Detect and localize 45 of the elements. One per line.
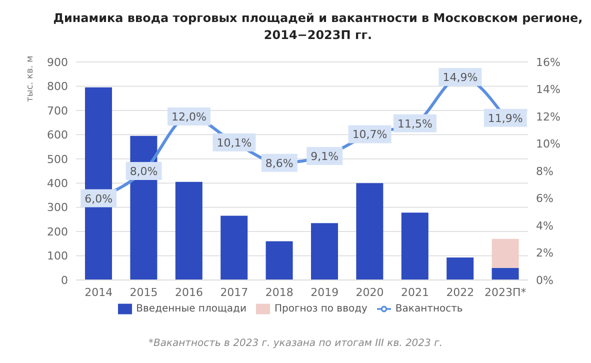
- x-tick-label: 2016: [175, 286, 203, 299]
- bar: [446, 257, 474, 280]
- bar: [266, 241, 293, 280]
- legend-label: Введенные площади: [136, 304, 246, 315]
- y-tick-label: 300: [47, 201, 68, 214]
- y2-tick-label: 14%: [536, 83, 560, 96]
- y2-tick-label: 12%: [536, 110, 560, 124]
- y-tick-label: 0: [61, 274, 68, 287]
- y-tick-label: 100: [47, 250, 68, 263]
- x-tick-label: 2023П*: [484, 286, 527, 299]
- y2-tick-label: 8%: [536, 164, 554, 178]
- y-tick-label: 800: [47, 80, 68, 94]
- y2-tick-label: 2%: [536, 246, 554, 260]
- text: *Вакантность в 2023 г. указана по итогам III кв. 2023 г.: [147, 338, 444, 349]
- bar: [175, 182, 202, 280]
- y2-tick-label: 0%: [536, 274, 554, 287]
- y2-tick-label: 6%: [536, 192, 554, 206]
- bar: [220, 216, 248, 280]
- legend-label: Прогноз по вводу: [274, 304, 368, 315]
- bar: [85, 87, 112, 280]
- bar: [401, 212, 428, 280]
- x-tick-label: 2020: [356, 286, 384, 299]
- bar: [311, 223, 338, 280]
- y-tick-label: 400: [47, 177, 68, 190]
- chart-title: Динамика ввода торговых площадей и вакантности в Московском регионе, 2014−2023П гг.: [52, 10, 584, 44]
- y2-tick-label: 16%: [536, 56, 560, 69]
- y2-tick-label: 4%: [536, 219, 554, 232]
- y-tick-label: 700: [47, 104, 68, 118]
- bar: [492, 268, 519, 280]
- x-tick-label: 2018: [265, 286, 294, 299]
- y-tick-label: 200: [47, 225, 68, 238]
- bar: [492, 238, 519, 268]
- y-tick-label: 500: [47, 152, 68, 166]
- x-tick-label: 2015: [130, 286, 158, 299]
- x-tick-label: 2019: [310, 286, 339, 299]
- x-tick-label: 2022: [446, 286, 474, 299]
- y-axis-title: тыс. кв. м: [25, 56, 36, 102]
- legend-label: Вакантность: [395, 304, 463, 315]
- x-tick-label: 2017: [220, 286, 248, 299]
- bar: [356, 183, 384, 280]
- x-tick-label: 2021: [401, 286, 429, 299]
- y2-tick-label: 10%: [536, 138, 560, 151]
- y-tick-label: 600: [47, 128, 68, 142]
- x-tick-label: 2014: [84, 286, 113, 299]
- y-tick-label: 900: [47, 56, 68, 69]
